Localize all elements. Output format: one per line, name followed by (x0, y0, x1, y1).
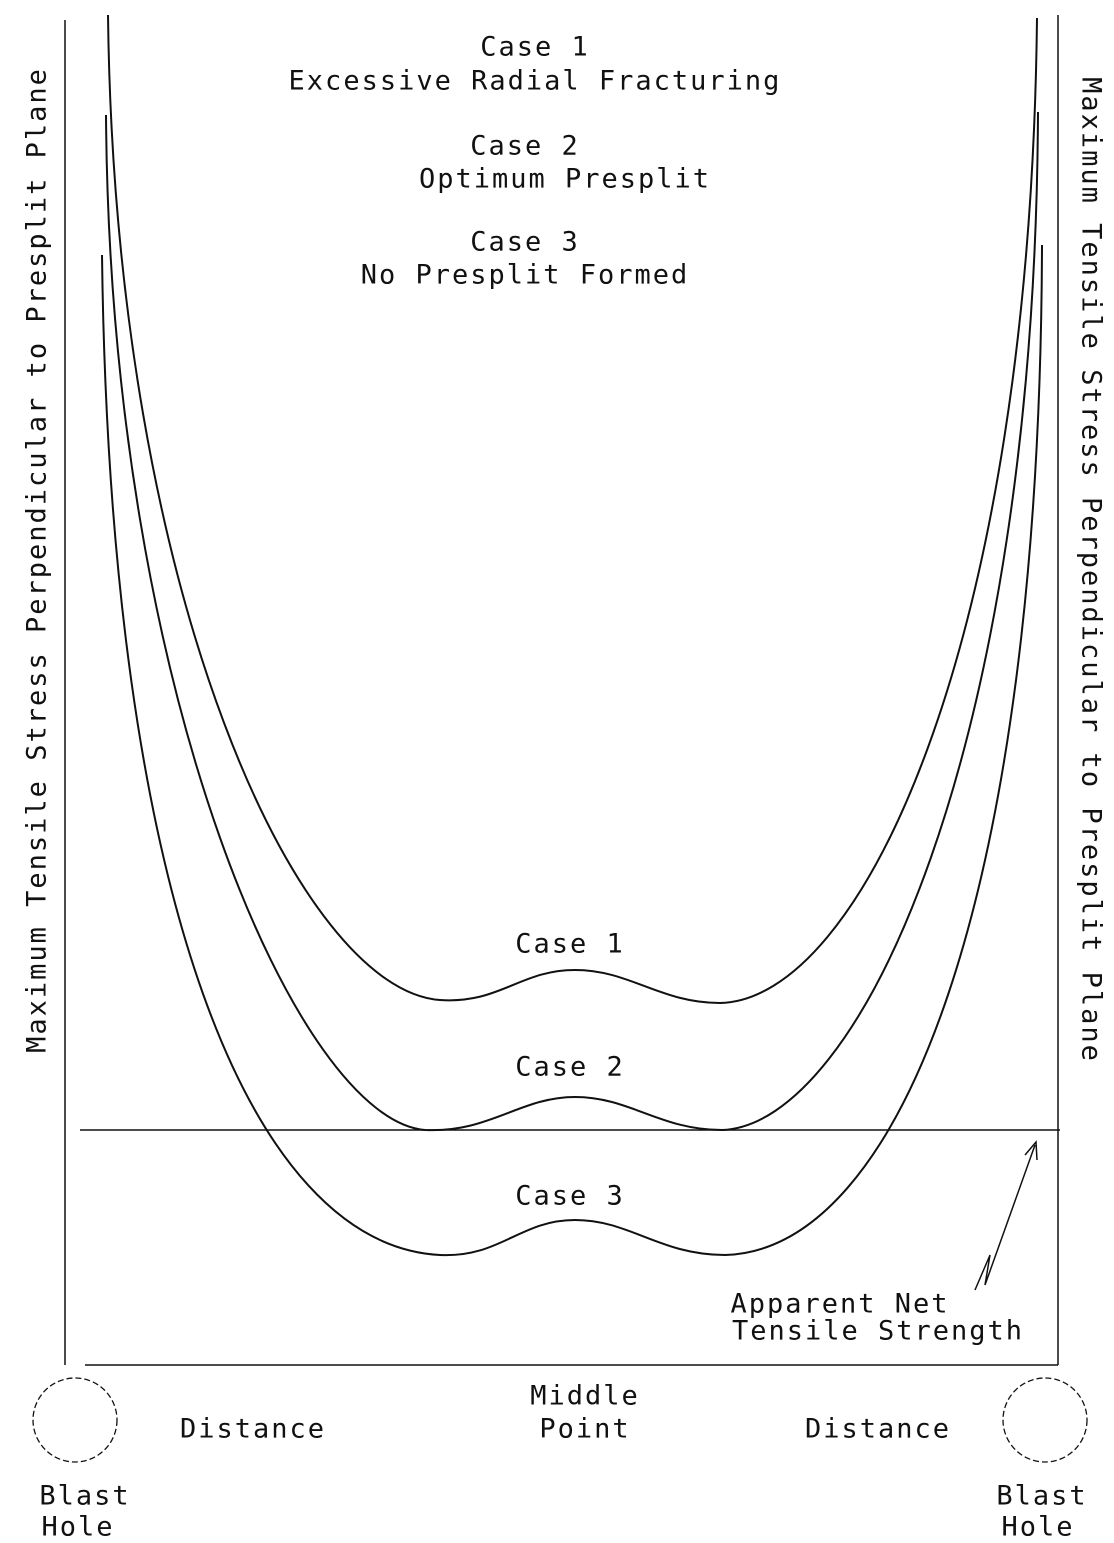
y-axis-label: Maximum Tensile Stress Perpendicular to … (22, 67, 53, 1053)
blast-hole-label: Blast (39, 1481, 130, 1512)
pointer-arrow (974, 1144, 1036, 1291)
curve-case-1 (107, 14, 1038, 1005)
x-axis-label: Middle (530, 1381, 640, 1412)
blast-hole-label: Hole (1001, 1512, 1074, 1543)
x-axis-label: Distance (805, 1414, 951, 1445)
y-axis-label: Maximum Tensile Stress Perpendicular to … (1076, 77, 1107, 1063)
threshold-label: Apparent Net (730, 1289, 949, 1320)
arrow-head (1024, 1140, 1038, 1161)
legend-description: No Presplit Formed (361, 260, 690, 291)
x-axis-label: Point (539, 1414, 630, 1445)
curve-label: Case 1 (515, 929, 625, 960)
blast-hole-left (32, 1377, 118, 1463)
legend-case: Case 1 (480, 32, 590, 63)
curve-label: Case 3 (515, 1181, 625, 1212)
curve-label: Case 2 (515, 1052, 625, 1083)
blast-hole-label: Blast (996, 1481, 1087, 1512)
x-axis-label: Distance (180, 1414, 326, 1445)
curve-case-2 (105, 111, 1039, 1132)
curve-case-3 (101, 244, 1043, 1257)
blast-hole-label: Hole (41, 1512, 114, 1543)
threshold-label: Tensile Strength (732, 1316, 1024, 1347)
legend-case: Case 3 (470, 227, 580, 258)
legend-case: Case 2 (470, 131, 580, 162)
legend-description: Optimum Presplit (419, 164, 711, 195)
blast-hole-right (1002, 1377, 1088, 1463)
legend-description: Excessive Radial Fracturing (289, 66, 782, 97)
